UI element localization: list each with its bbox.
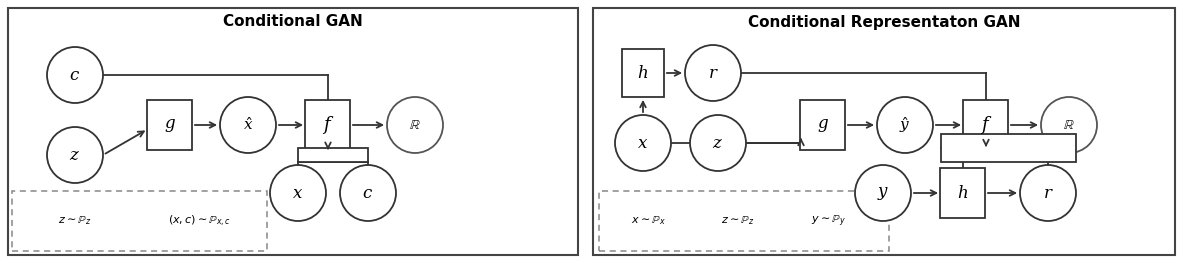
Text: $z \sim \mathbb{P}_z$: $z \sim \mathbb{P}_z$ [58, 215, 92, 227]
Text: $f$: $f$ [322, 114, 335, 136]
Bar [8, 8, 578, 255]
Circle shape [220, 97, 276, 153]
Text: $\hat{x}$: $\hat{x}$ [243, 117, 253, 133]
Text: $c$: $c$ [362, 185, 374, 201]
Circle shape [855, 165, 911, 221]
Text: Conditional Representaton GAN: Conditional Representaton GAN [748, 14, 1020, 29]
Text: $z$: $z$ [712, 134, 724, 151]
Text: $x$: $x$ [638, 134, 648, 151]
Text: $f$: $f$ [980, 114, 993, 136]
Text: $(x,c) \sim \mathbb{P}_{x,c}$: $(x,c) \sim \mathbb{P}_{x,c}$ [168, 214, 232, 229]
Bar [963, 100, 1008, 150]
Text: $r$: $r$ [707, 64, 718, 82]
Circle shape [47, 127, 103, 183]
Text: $g$: $g$ [164, 117, 176, 134]
Circle shape [387, 97, 442, 153]
Text: $r$: $r$ [1042, 185, 1053, 201]
Text: $z \sim \mathbb{P}_z$: $z \sim \mathbb{P}_z$ [722, 215, 755, 227]
Text: $h$: $h$ [638, 64, 648, 82]
Text: Conditional GAN: Conditional GAN [224, 14, 363, 29]
Text: $y \sim \mathbb{P}_y$: $y \sim \mathbb{P}_y$ [810, 213, 846, 229]
Bar [940, 134, 1077, 162]
Circle shape [270, 165, 327, 221]
Circle shape [340, 165, 396, 221]
Bar [801, 100, 846, 150]
Bar [593, 8, 1175, 255]
Circle shape [690, 115, 746, 171]
Text: $x \sim \mathbb{P}_x$: $x \sim \mathbb{P}_x$ [631, 215, 665, 227]
Circle shape [877, 97, 933, 153]
Bar [940, 168, 985, 218]
Bar [12, 191, 267, 251]
Circle shape [615, 115, 671, 171]
Text: $\hat{y}$: $\hat{y}$ [899, 115, 911, 135]
Text: $x$: $x$ [292, 185, 304, 201]
Circle shape [1020, 165, 1077, 221]
Text: $y$: $y$ [877, 185, 890, 201]
Bar [148, 100, 193, 150]
Bar [599, 191, 888, 251]
Text: $g$: $g$ [817, 117, 829, 134]
Circle shape [1041, 97, 1097, 153]
Text: $h$: $h$ [957, 185, 969, 201]
Bar [622, 49, 664, 97]
Text: $\mathbb{R}$: $\mathbb{R}$ [409, 118, 421, 132]
Circle shape [685, 45, 741, 101]
Bar [298, 148, 368, 162]
Text: $z$: $z$ [70, 146, 80, 164]
Text: $c$: $c$ [70, 67, 80, 83]
Circle shape [47, 47, 103, 103]
Bar [305, 100, 350, 150]
Text: $\mathbb{R}$: $\mathbb{R}$ [1064, 118, 1075, 132]
